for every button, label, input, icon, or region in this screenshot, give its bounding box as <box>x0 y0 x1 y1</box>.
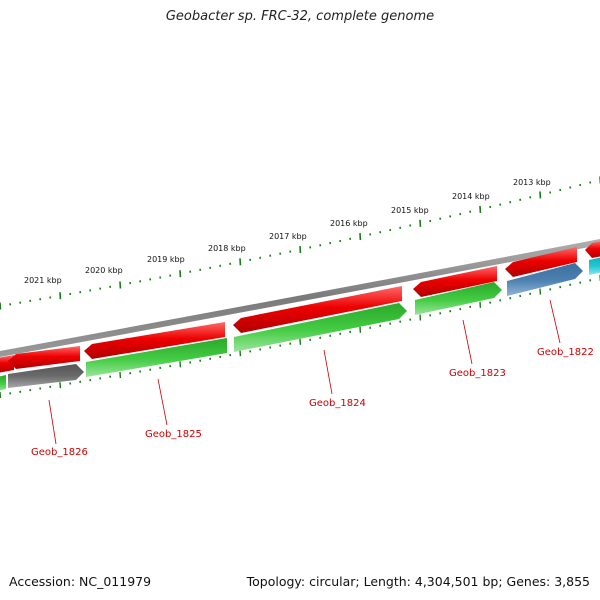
gene-label[interactable]: Geob_1823 <box>449 368 506 379</box>
gene-label-connector <box>157 378 168 426</box>
reverse-gene-arrow[interactable] <box>234 303 407 352</box>
gene-label-connector <box>549 299 561 344</box>
map-title: Geobacter sp. FRC-32, complete genome <box>165 9 435 24</box>
scale-tick-labels: 2021 kbp 2020 kbp 2019 kbp 2018 kbp 2017… <box>24 178 551 285</box>
forward-gene-arrow[interactable] <box>413 266 497 297</box>
forward-gene-arrow[interactable] <box>84 322 225 359</box>
gene-label[interactable]: Geob_1826 <box>31 447 88 458</box>
gene-labels: Geob_1826 Geob_1825 Geob_1824 Geob_1823 … <box>31 299 594 458</box>
forward-gene-arrow[interactable] <box>505 247 577 277</box>
gene-label[interactable]: Geob_1822 <box>537 347 594 358</box>
forward-gene-arrow[interactable] <box>233 286 402 333</box>
pseudo-gene-arrow[interactable] <box>8 364 84 388</box>
rna-gene-arrow[interactable] <box>507 263 583 296</box>
forward-gene-arrow[interactable] <box>8 346 80 369</box>
other-gene-arrow[interactable] <box>589 257 600 275</box>
genome-backbone <box>0 239 600 357</box>
gene-label-connector <box>48 399 57 445</box>
reverse-gene-arrow[interactable] <box>0 375 6 391</box>
tick-label-2018: 2018 kbp <box>208 244 246 253</box>
gene-label[interactable]: Geob_1825 <box>145 429 202 440</box>
scale-ticks <box>0 176 600 399</box>
gene-label-connector <box>323 349 333 395</box>
reverse-strand-genes <box>0 257 600 391</box>
reverse-gene-arrow[interactable] <box>415 282 502 315</box>
tick-label-2019: 2019 kbp <box>147 255 185 264</box>
forward-gene-arrow[interactable] <box>585 241 600 258</box>
tick-label-2015: 2015 kbp <box>391 206 429 215</box>
gene-label-connector <box>462 319 473 365</box>
accession-label: Accession: NC_011979 <box>9 574 152 589</box>
genome-stats: Topology: circular; Length: 4,304,501 bp… <box>246 574 590 589</box>
tick-label-2021: 2021 kbp <box>24 276 62 285</box>
tick-label-2017: 2017 kbp <box>269 232 307 241</box>
tick-label-2020: 2020 kbp <box>85 266 123 275</box>
gene-label[interactable]: Geob_1824 <box>309 398 366 409</box>
forward-strand-genes <box>0 241 600 373</box>
tick-label-2016: 2016 kbp <box>330 219 368 228</box>
tick-label-2013: 2013 kbp <box>513 178 551 187</box>
reverse-gene-arrow[interactable] <box>86 338 227 377</box>
tick-label-2014: 2014 kbp <box>452 192 490 201</box>
